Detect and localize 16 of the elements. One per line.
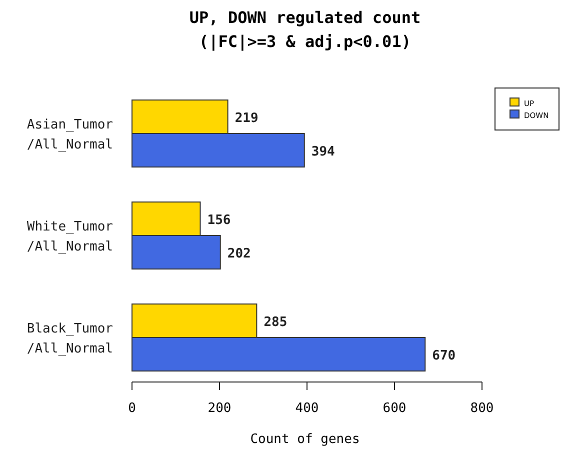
y-tick-label: Black_Tumor /All_Normal — [26, 322, 114, 356]
data-label: 219 — [234, 110, 258, 126]
data-label: 394 — [311, 144, 336, 160]
data-label: 285 — [264, 314, 288, 330]
x-tick-label: 400 — [295, 401, 319, 416]
data-label: 156 — [207, 212, 231, 228]
x-tick-label: 0 — [128, 401, 136, 416]
x-tick-label: 200 — [208, 401, 232, 416]
x-tick-label: 800 — [470, 401, 494, 416]
y-tick-label: Asian_Tumor /All_Normal — [26, 118, 114, 152]
data-label: 670 — [432, 348, 456, 364]
x-tick-label: 600 — [382, 401, 406, 416]
data-label: 202 — [227, 246, 251, 262]
x-axis-title: Count of genes — [250, 432, 360, 447]
y-tick-label: White_Tumor /All_Normal — [26, 220, 114, 254]
chart-title: UP, DOWN regulated count (|FC|>=3 & adj.p<0.01) — [189, 8, 421, 51]
